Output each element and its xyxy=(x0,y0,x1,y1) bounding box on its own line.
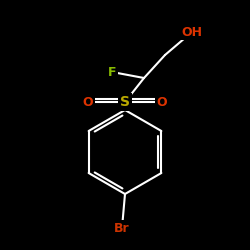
Text: F: F xyxy=(108,66,116,78)
Text: O: O xyxy=(83,96,93,108)
Text: OH: OH xyxy=(182,26,203,38)
Text: S: S xyxy=(120,95,130,109)
Text: O: O xyxy=(157,96,167,108)
Text: Br: Br xyxy=(114,222,130,234)
